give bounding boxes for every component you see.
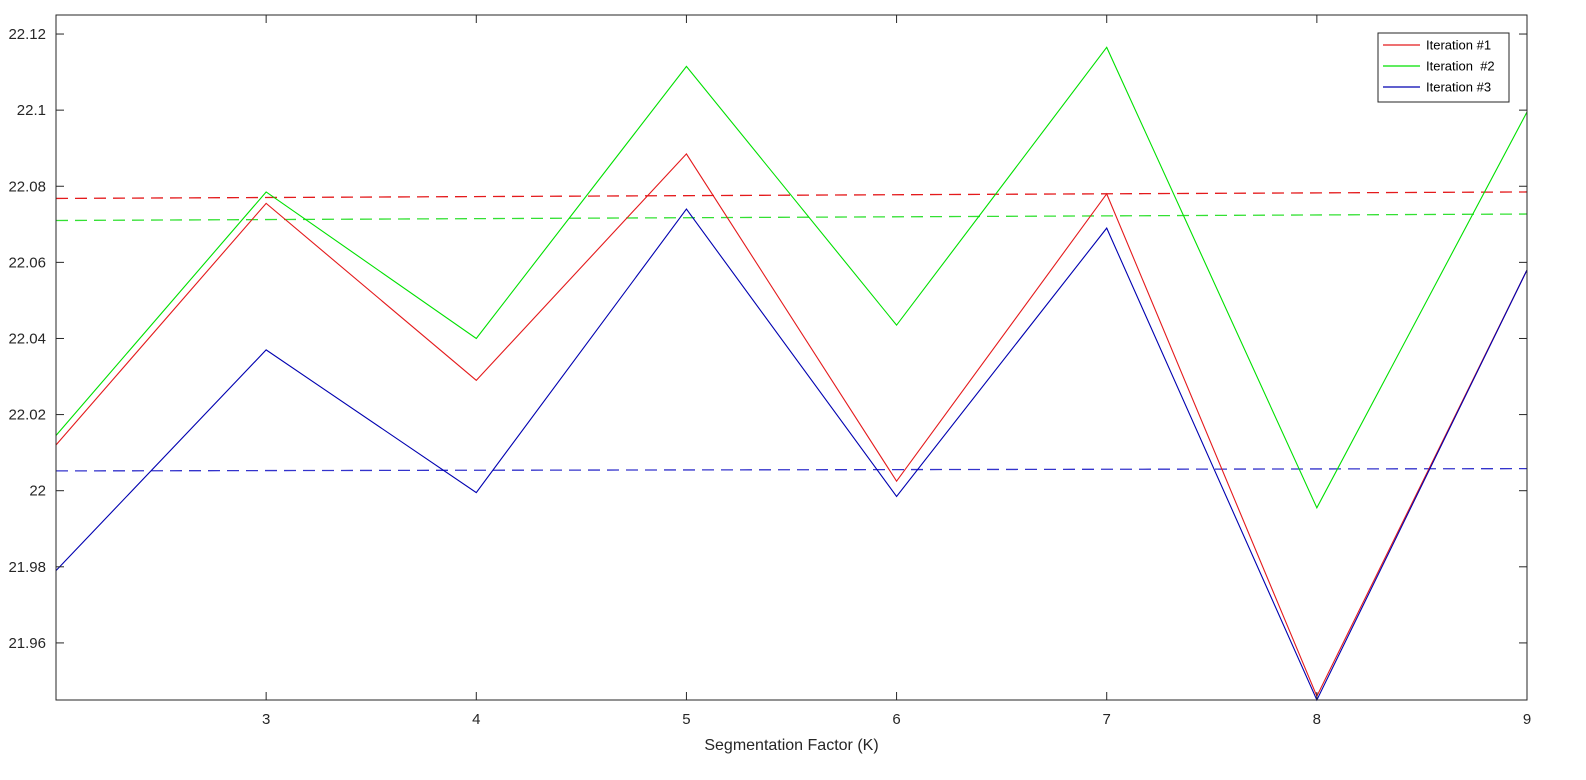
x-axis-ticks: 3 4 5 6 7 8 9 [262,15,1531,728]
trend-line-1 [55,191,1528,200]
legend: Iteration #1 Iteration #2 Iteration #3 [1377,32,1510,103]
y-tick-label: 22.12 [8,26,46,43]
y-axis-ticks: 21.96 21.98 22 22.02 22.04 22.06 22.08 22.1 22.1… [8,26,1527,652]
axes-box [55,14,1528,701]
y-tick-label: 22 [29,483,46,500]
trend-line-2 [55,213,1528,222]
series-line-1 [55,153,1528,698]
trend-lines [55,191,1528,472]
x-tick-label: 4 [472,711,480,728]
series-line-2 [55,46,1528,510]
legend-entry: Iteration #2 [1426,59,1495,74]
x-tick-label: 3 [262,711,270,728]
legend-entry: Iteration #1 [1426,38,1491,53]
x-tick-label: 8 [1313,711,1321,728]
series-line-3 [55,208,1528,702]
x-tick-label: 6 [892,711,900,728]
y-tick-label: 22.08 [8,178,46,195]
y-tick-label: 22.1 [17,102,46,119]
y-tick-label: 21.96 [8,635,46,652]
x-tick-label: 5 [682,711,690,728]
trend-line-3 [55,467,1528,472]
y-tick-label: 21.98 [8,559,46,576]
x-axis-label: Segmentation Factor (K) [704,737,878,754]
y-tick-label: 22.02 [8,407,46,424]
x-tick-label: 9 [1523,711,1531,728]
series-lines [55,46,1528,702]
y-tick-label: 22.06 [8,254,46,271]
legend-entry: Iteration #3 [1426,80,1491,95]
x-tick-label: 7 [1103,711,1111,728]
y-tick-label: 22.04 [8,330,46,347]
